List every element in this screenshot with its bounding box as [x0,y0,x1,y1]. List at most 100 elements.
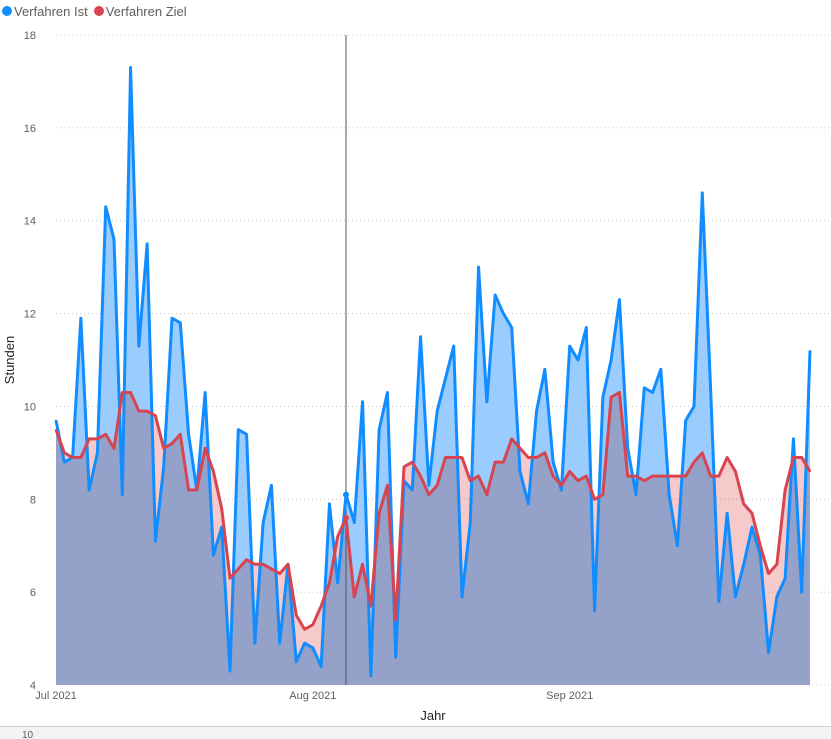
data-point-verfahren-ziel [104,433,107,436]
data-point-verfahren-ist [55,419,57,422]
data-point-verfahren-ziel [328,582,331,584]
data-point-verfahren-ist [113,238,115,241]
data-point-verfahren-ziel [709,475,712,477]
data-point-verfahren-ist [486,400,488,403]
data-point-verfahren-ziel [577,479,579,482]
data-point-verfahren-ziel [568,470,571,473]
data-point-verfahren-ist [162,465,165,468]
data-point-verfahren-ist [593,609,596,612]
data-point-verfahren-ist [353,521,356,524]
data-point-verfahren-ist [469,521,472,524]
data-point-verfahren-ist [709,387,712,389]
legend-item-ziel[interactable]: Verfahren Ziel [93,4,187,19]
data-point-verfahren-ist [693,405,695,408]
data-point-verfahren-ist [585,326,588,329]
data-point-verfahren-ziel [626,475,629,477]
data-point-verfahren-ziel [113,447,115,450]
data-point-verfahren-ziel [411,461,414,463]
data-point-verfahren-ist [519,470,521,473]
data-point-verfahren-ziel [510,438,513,440]
data-point-verfahren-ist [303,642,306,645]
data-point-verfahren-ist [676,544,679,547]
y-tick-label: 4 [30,680,36,692]
data-point-verfahren-ziel [361,563,364,566]
data-point-verfahren-ist [701,192,704,194]
y-axis-title: Stunden [2,336,17,384]
data-point-verfahren-ziel [162,447,165,450]
data-point-verfahren-ist [254,642,256,645]
data-point-verfahren-ist [626,447,629,450]
data-point-verfahren-ziel [776,563,778,566]
data-point-verfahren-ziel [519,447,521,450]
legend-item-ist[interactable]: Verfahren Ist [2,4,88,19]
data-point-verfahren-ist [129,66,132,69]
data-point-verfahren-ist [726,512,728,515]
series-line-verfahren-ist [54,66,812,678]
data-point-verfahren-ist [751,526,753,528]
data-point-verfahren-ziel [701,452,704,454]
data-point-verfahren-ist [403,479,405,482]
data-point-verfahren-ist [154,540,157,542]
data-point-verfahren-ziel [179,433,182,436]
data-point-verfahren-ziel [535,456,538,459]
data-point-verfahren-ist [63,461,66,463]
data-point-verfahren-ziel [693,461,695,463]
data-point-verfahren-ist [577,359,579,361]
data-point-verfahren-ziel [527,456,530,459]
data-point-verfahren-ziel [593,498,596,501]
data-point-verfahren-ist [742,563,745,566]
data-point-verfahren-ziel [220,507,223,510]
data-point-verfahren-ziel [370,605,372,607]
data-point-verfahren-ziel [544,452,546,454]
data-point-verfahren-ist [809,349,811,352]
hover-point-verfahren-ist [343,491,349,498]
data-point-verfahren-ist [88,489,90,491]
data-point-verfahren-ziel [618,391,621,394]
data-point-verfahren-ziel [428,493,430,496]
data-point-verfahren-ziel [602,493,604,496]
data-point-verfahren-ziel [303,628,306,631]
data-point-verfahren-ist [171,317,173,320]
data-point-verfahren-ist [643,387,646,389]
x-tick-label: Jul 2021 [35,690,77,702]
data-point-verfahren-ist [336,582,339,584]
data-point-verfahren-ziel [312,623,314,626]
data-point-verfahren-ziel [204,447,206,450]
data-point-verfahren-ist [618,298,621,301]
data-point-verfahren-ziel [237,568,240,570]
data-point-verfahren-ziel [386,484,389,487]
data-point-verfahren-ist [651,391,654,394]
data-point-verfahren-ist [535,410,538,412]
data-point-verfahren-ist [262,521,264,524]
data-point-verfahren-ist [361,400,364,403]
data-point-verfahren-ist [734,595,737,598]
data-point-verfahren-ist [568,345,571,347]
data-point-verfahren-ziel [336,535,339,538]
y-tick-label: 16 [24,123,36,135]
data-point-verfahren-ist [759,554,762,556]
data-point-verfahren-ist [104,205,107,208]
data-point-verfahren-ist [660,368,662,371]
data-point-verfahren-ziel [651,475,654,477]
data-point-verfahren-ziel [494,461,496,463]
data-point-verfahren-ziel [394,619,397,621]
data-point-verfahren-ziel [80,456,82,459]
data-point-verfahren-ist [510,326,513,329]
data-point-verfahren-ist [394,656,397,658]
data-point-verfahren-ist [121,493,124,496]
x-tick-label: Sep 2021 [546,690,593,702]
data-point-verfahren-ziel [262,563,264,566]
y-tick-label: 12 [24,309,36,321]
data-point-verfahren-ist [386,391,389,394]
data-point-verfahren-ziel [278,572,281,575]
data-point-verfahren-ist [428,484,430,487]
data-point-verfahren-ist [602,396,604,398]
data-point-verfahren-ziel [212,470,215,473]
data-point-verfahren-ziel [718,475,720,477]
data-point-verfahren-ist [527,503,530,505]
data-point-verfahren-ist [237,428,240,431]
data-point-verfahren-ist [800,591,803,593]
data-point-verfahren-ziel [809,470,811,473]
data-point-verfahren-ist [560,489,563,491]
